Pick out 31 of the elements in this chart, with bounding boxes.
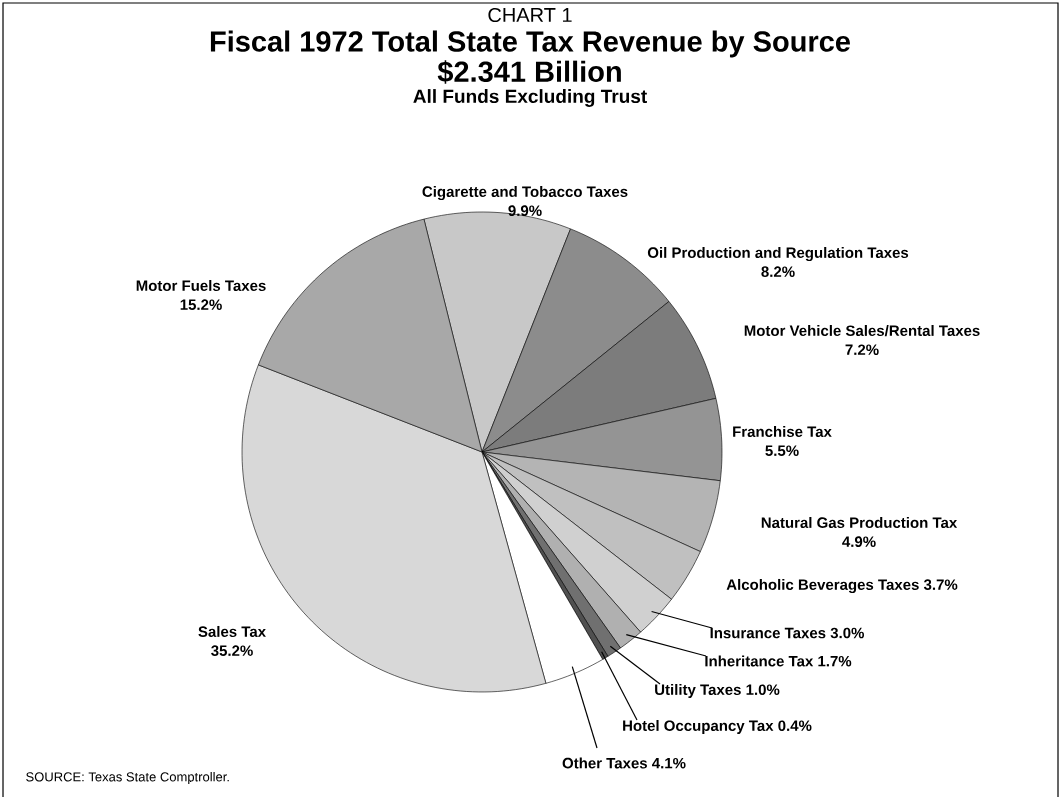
data-label: 1.0% (746, 684, 780, 695)
data-label: 7.2% (845, 344, 879, 355)
slice-label: Inheritance Tax (705, 655, 814, 667)
data-label: 4.1% (652, 757, 686, 769)
data-label: 1.7% (818, 655, 852, 667)
data-label: 35.2% (211, 645, 253, 657)
data-label: 9.9% (508, 205, 542, 216)
slice-label: Cigarette and Tobacco Taxes (422, 185, 628, 201)
slice-label: Motor Fuels Taxes (136, 279, 266, 291)
caption: CHART 1 (488, 7, 572, 23)
slice-label: Natural Gas Production Tax (761, 516, 958, 528)
data-label: 4.9% (842, 536, 876, 547)
slice-label: Sales Tax (198, 625, 266, 637)
slice-label: Alcoholic Beverages Taxes (726, 578, 919, 594)
slice-label: Utility Taxes (655, 683, 741, 698)
slice-label: Motor Vehicle Sales/Rental Taxes (744, 324, 980, 337)
data-label: 3.0% (830, 627, 864, 639)
source-note: SOURCE: Texas State Comptroller. (26, 771, 229, 785)
chart-subtitle: $2.341 Billion (437, 60, 621, 84)
slice-label: Insurance Taxes (710, 627, 826, 639)
slice-label: Oil Production and Regulation Taxes (647, 246, 909, 262)
data-label: 0.4% (778, 720, 812, 731)
data-label: 15.2% (180, 299, 222, 310)
slice-label: Other Taxes (562, 757, 647, 769)
data-label: 3.7% (923, 579, 958, 590)
data-label: 8.2% (761, 266, 795, 277)
text: All Funds Excluding Trust (413, 89, 647, 107)
chart-title: Fiscal 1972 Total State Tax Revenue by Source (210, 30, 850, 58)
slice-label: Hotel Occupancy Tax (623, 719, 774, 734)
data-label: 5.5% (765, 445, 799, 456)
slice-label: Franchise Tax (733, 425, 832, 437)
